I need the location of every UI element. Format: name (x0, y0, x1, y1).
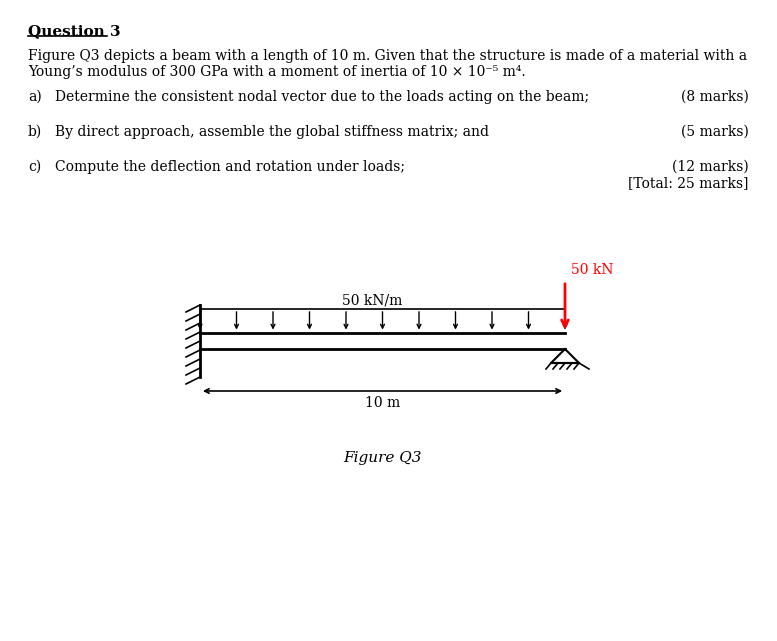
Text: Determine the consistent nodal vector due to the loads acting on the beam;: Determine the consistent nodal vector du… (55, 90, 589, 104)
Text: Compute the deflection and rotation under loads;: Compute the deflection and rotation unde… (55, 160, 405, 174)
Text: Question 3: Question 3 (28, 24, 120, 38)
Text: (5 marks): (5 marks) (681, 125, 749, 139)
Text: [Total: 25 marks]: [Total: 25 marks] (629, 176, 749, 190)
Text: c): c) (28, 160, 41, 174)
Text: By direct approach, assemble the global stiffness matrix; and: By direct approach, assemble the global … (55, 125, 489, 139)
Text: (8 marks): (8 marks) (681, 90, 749, 104)
Text: a): a) (28, 90, 42, 104)
Text: 50 kN: 50 kN (571, 263, 614, 277)
Text: 10 m: 10 m (365, 396, 400, 410)
Text: b): b) (28, 125, 42, 139)
Text: Young’s modulus of 300 GPa with a moment of inertia of 10 × 10⁻⁵ m⁴.: Young’s modulus of 300 GPa with a moment… (28, 65, 525, 79)
Text: (12 marks): (12 marks) (672, 160, 749, 174)
Text: Figure Q3: Figure Q3 (343, 451, 422, 465)
Text: 50 kN/m: 50 kN/m (343, 293, 402, 307)
Text: Figure Q3 depicts a beam with a length of 10 m. Given that the structure is made: Figure Q3 depicts a beam with a length o… (28, 49, 747, 63)
